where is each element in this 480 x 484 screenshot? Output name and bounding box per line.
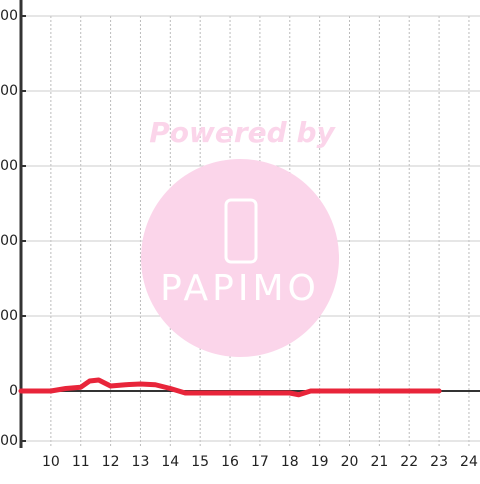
x-tick-label: 18 — [281, 454, 299, 470]
x-tick-label: 22 — [400, 454, 418, 470]
x-tick-label: 20 — [341, 454, 359, 470]
y-tick-label: 90,000 — [0, 158, 18, 174]
x-tick-label: 15 — [191, 454, 209, 470]
watermark-circle — [141, 159, 339, 357]
x-tick-label: 23 — [430, 454, 448, 470]
x-tick-label: 24 — [460, 454, 478, 470]
x-tick-label: 19 — [311, 454, 329, 470]
watermark: Powered by PAPIMO — [141, 116, 339, 357]
y-tick-label: 150,000 — [0, 8, 18, 24]
y-tick-label: 60,000 — [0, 233, 18, 249]
x-tick-label: 10 — [42, 454, 60, 470]
watermark-text: Powered by — [149, 116, 336, 149]
y-tick-label: -20,000 — [0, 433, 18, 449]
x-tick-label: 11 — [72, 454, 90, 470]
data-line — [18, 377, 442, 398]
x-tick-label: 12 — [102, 454, 120, 470]
y-tick-label: 30,000 — [0, 308, 18, 324]
x-tick-label: 13 — [132, 454, 150, 470]
x-tick-label: 14 — [161, 454, 179, 470]
watermark-brand: PAPIMO — [160, 268, 320, 309]
y-tick-label: 120,000 — [0, 83, 18, 99]
x-tick-label: 21 — [370, 454, 388, 470]
x-tick-label: 17 — [251, 454, 269, 470]
watermark-icon — [224, 198, 258, 264]
x-tick-label: 16 — [221, 454, 239, 470]
y-tick-label: 0 — [9, 383, 18, 399]
